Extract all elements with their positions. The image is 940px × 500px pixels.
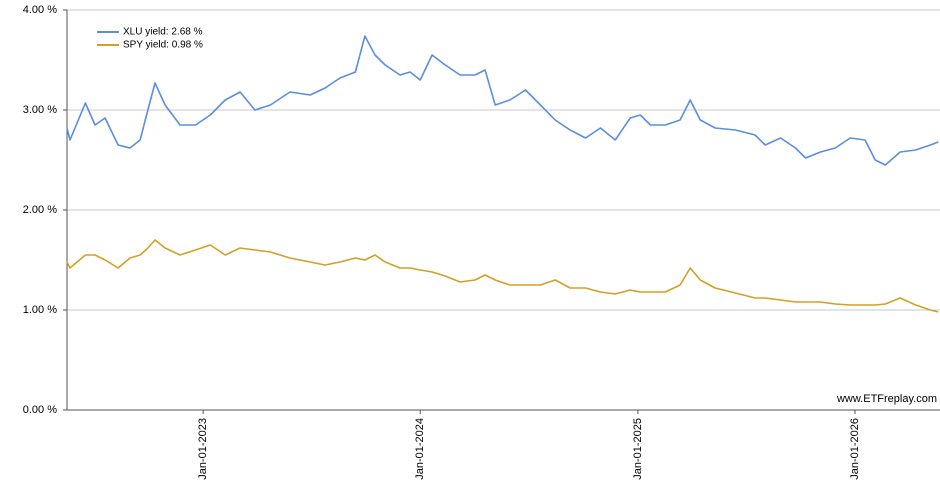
x-tick-label: Jan-01-2023 (197, 418, 209, 480)
y-tick-label: 0.00 % (23, 404, 57, 416)
x-tick-label: Jan-01-2024 (414, 418, 426, 480)
x-tick-label: Jan-01-2025 (632, 418, 644, 480)
legend-label: XLU yield: 2.68 % (123, 27, 203, 38)
y-tick-label: 1.00 % (23, 304, 57, 316)
legend-label: SPY yield: 0.98 % (123, 40, 203, 51)
y-tick-label: 2.00 % (23, 204, 57, 216)
watermark: www.ETFreplay.com (836, 393, 937, 405)
series-line (66, 239, 939, 313)
y-tick-label: 4.00 % (23, 4, 57, 16)
x-tick-label: Jan-01-2026 (849, 418, 861, 480)
y-tick-label: 3.00 % (23, 104, 57, 116)
series-line (66, 35, 939, 166)
